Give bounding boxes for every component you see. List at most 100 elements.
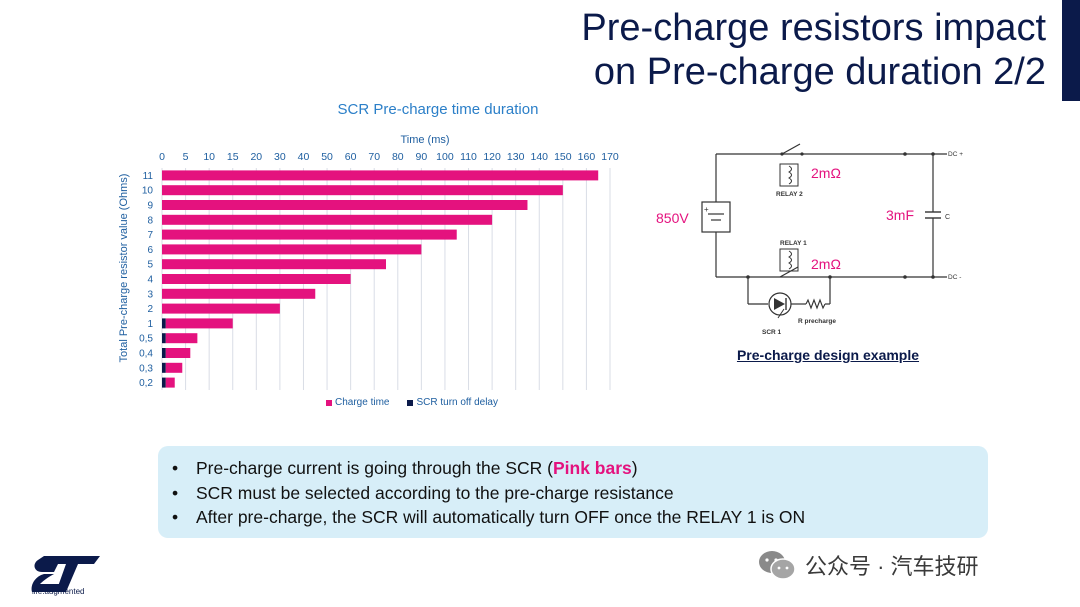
x-tick-label: 100 (436, 151, 454, 163)
bar-charge-time (162, 229, 457, 240)
bar-charge-time (162, 214, 493, 225)
bar-charge-time (165, 362, 183, 373)
bullet-1-text-end: ) (631, 458, 638, 478)
y-tick-label: 9 (147, 201, 153, 212)
watermark: 公众号 · 汽车技研 (757, 549, 979, 581)
y-tick-label: 6 (147, 245, 153, 256)
bar-charge-time (162, 274, 351, 284)
resistor-label: R precharge (798, 318, 836, 325)
y-tick-label: 4 (147, 275, 153, 286)
y-tick-label: 11 (143, 171, 154, 182)
legend-label-scr-delay: SCR turn off delay (416, 397, 498, 408)
bar-charge-time (162, 244, 422, 255)
relay1-label: RELAY 1 (780, 240, 807, 247)
bar-charge-time (162, 303, 280, 314)
circuit-caption: Pre-charge design example (736, 347, 920, 363)
bullet-list: Pre-charge current is going through the … (172, 456, 988, 530)
y-tick-label: 0,5 (139, 334, 153, 345)
wechat-icon (759, 551, 796, 580)
x-tick-label: 130 (507, 151, 525, 163)
y-tick-label: 0,2 (139, 378, 153, 389)
relay2-switch-icon (781, 143, 801, 155)
battery-icon (701, 201, 731, 233)
slide-title-line-1: Pre-charge resistors impact (581, 7, 1046, 49)
bullet-1-highlight: Pink bars (552, 458, 632, 478)
bullet-1-text: Pre-charge current is going through the … (196, 458, 553, 478)
title-accent-bar (1062, 0, 1080, 101)
relay2-value: 2mΩ (811, 165, 841, 181)
x-tick-label: 5 (183, 151, 189, 163)
legend-item-charge-time: Charge time (326, 397, 389, 408)
st-logo-icon (31, 556, 100, 592)
x-tick-label: 10 (203, 151, 215, 163)
source-voltage: 850V (656, 210, 689, 226)
chart-title: SCR Pre-charge time duration (337, 101, 539, 118)
bar-scr-turn-off-delay (162, 318, 166, 329)
x-tick-label: 0 (159, 151, 165, 163)
slide-title-line-2: on Pre-charge duration 2/2 (593, 51, 1046, 93)
y-tick-label: 5 (147, 260, 153, 271)
bar-charge-time (165, 377, 175, 388)
x-tick-label: 60 (345, 151, 357, 163)
bar-scr-turn-off-delay (162, 362, 166, 373)
y-tick-label: 3 (147, 289, 153, 300)
chart-bars (162, 170, 599, 388)
bar-charge-time (162, 288, 316, 299)
x-tick-label: 80 (392, 151, 404, 163)
watermark-text: 公众号 · 汽车技研 (805, 554, 979, 579)
chart-ticks: 0 5 10 15 20 30 40 50 60 70 80 90 100 110 120 130 140 150… (139, 151, 619, 389)
x-tick-label: 120 (483, 151, 501, 163)
dc-minus-label: DC - (948, 274, 961, 281)
y-tick-label: 10 (142, 186, 154, 197)
bar-charge-time (165, 348, 191, 358)
bar-charge-time (162, 200, 528, 210)
chart-legend: Charge time SCR turn off delay (326, 397, 498, 408)
scr-label: SCR 1 (762, 329, 782, 336)
bar-charge-time (162, 170, 599, 181)
bullet-1: Pre-charge current is going through the … (172, 456, 988, 481)
brand-tagline: life.augmented (32, 587, 85, 596)
bar-scr-turn-off-delay (162, 348, 166, 358)
x-tick-label: 50 (321, 151, 333, 163)
precharge-circuit-diagram: C 3mF + 850V 2mΩ RELAY 2 RELAY 1 2mΩ SCR… (656, 143, 963, 336)
cap-label: C (945, 214, 950, 221)
y-tick-label: 7 (147, 230, 153, 241)
legend-item-scr-delay: SCR turn off delay (407, 397, 498, 408)
slide-title: Pre-charge resistors impact on Pre-charg… (581, 6, 1046, 94)
battery-plus: + (704, 205, 709, 214)
y-tick-label: 1 (147, 319, 153, 330)
x-tick-label: 170 (601, 151, 619, 163)
x-tick-label: 70 (368, 151, 380, 163)
relay1-value: 2mΩ (811, 256, 841, 272)
x-tick-label: 110 (460, 151, 477, 163)
relay1-coil-icon (779, 248, 799, 272)
cap-value: 3mF (886, 207, 914, 223)
legend-label-charge-time: Charge time (335, 397, 390, 408)
bullet-2: SCR must be selected according to the pr… (172, 481, 988, 506)
x-axis-label: Time (ms) (400, 134, 450, 146)
x-tick-label: 140 (530, 151, 548, 163)
y-tick-label: 8 (147, 215, 153, 226)
x-tick-label: 90 (416, 151, 428, 163)
bar-scr-turn-off-delay (162, 333, 166, 344)
y-tick-label: 2 (147, 304, 153, 315)
x-tick-label: 40 (298, 151, 310, 163)
relay2-label: RELAY 2 (776, 191, 803, 198)
y-tick-label: 0,3 (139, 363, 153, 374)
dc-plus-label: DC + (948, 151, 963, 158)
x-tick-label: 15 (227, 151, 239, 163)
bullet-box: Pre-charge current is going through the … (158, 446, 988, 538)
relay2-coil-icon (779, 163, 799, 187)
legend-swatch-scr-delay (407, 399, 414, 406)
y-tick-label: 0,4 (139, 349, 153, 360)
bar-charge-time (165, 333, 198, 344)
x-tick-label: 30 (274, 151, 286, 163)
bar-charge-time (162, 259, 386, 270)
bullet-3: After pre-charge, the SCR will automatic… (172, 505, 988, 530)
x-tick-label: 160 (578, 151, 596, 163)
bar-scr-turn-off-delay (162, 377, 166, 388)
bar-charge-time (162, 185, 563, 196)
bar-charge-time (165, 318, 233, 329)
relay1-switch-icon (779, 266, 799, 278)
